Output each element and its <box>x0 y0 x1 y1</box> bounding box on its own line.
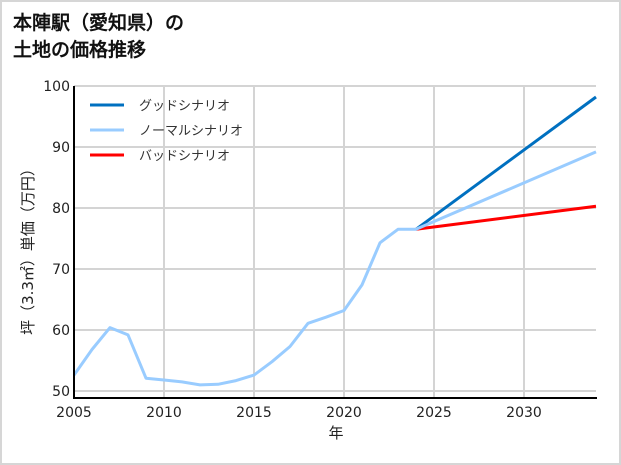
y-tick-label: 90 <box>52 140 70 156</box>
y-tick-label: 60 <box>52 323 70 339</box>
y-tick-labels: 50 60 70 80 90 100 <box>43 79 70 400</box>
x-tick-label: 2025 <box>416 405 452 421</box>
x-axis-label: 年 <box>328 424 343 442</box>
y-axis-label: 坪（3.3㎡）単価（万円） <box>19 161 37 335</box>
y-tick-label: 50 <box>52 384 70 400</box>
legend-label: グッドシナリオ <box>139 99 230 114</box>
series-line <box>72 150 597 387</box>
x-tick-labels: 2005 2010 2015 2020 2025 2030 <box>56 405 542 421</box>
x-tick-label: 2015 <box>236 405 272 421</box>
x-tick-label: 2010 <box>146 405 182 421</box>
series-line <box>415 204 597 231</box>
x-tick-label: 2020 <box>326 405 362 421</box>
series-lines <box>72 95 597 387</box>
chart-title: 本陣駅（愛知県）の 土地の価格推移 <box>13 12 185 61</box>
y-tick-label: 100 <box>43 79 70 95</box>
legend-label: バッドシナリオ <box>139 149 230 164</box>
legend-label: ノーマルシナリオ <box>139 124 243 139</box>
y-tick-label: 70 <box>52 262 70 278</box>
y-tick-label: 80 <box>52 201 70 217</box>
x-tick-label: 2005 <box>56 405 92 421</box>
series-line <box>415 95 597 231</box>
gridlines <box>74 85 596 398</box>
x-tick-label: 2030 <box>506 405 542 421</box>
